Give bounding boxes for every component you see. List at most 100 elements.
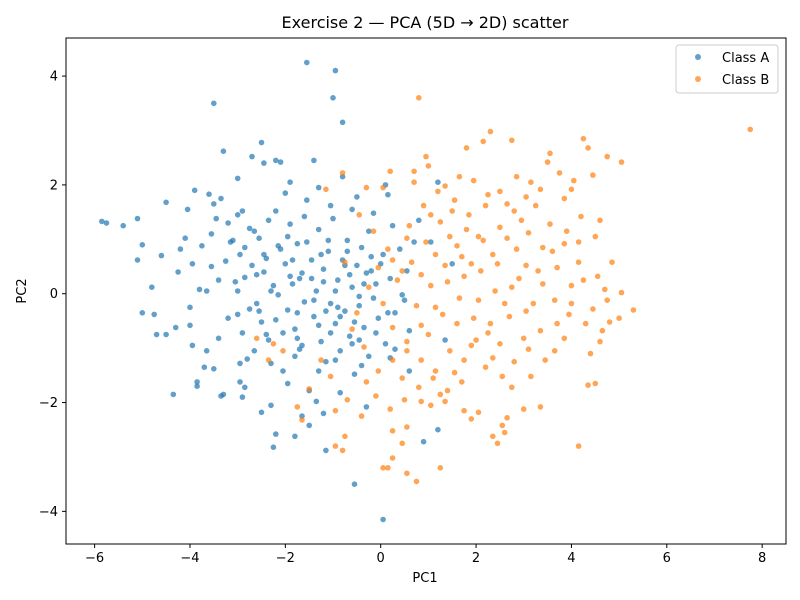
point-class-a <box>234 175 241 182</box>
point-class-b <box>399 268 406 274</box>
point-class-a <box>435 179 441 185</box>
point-class-a <box>363 270 370 276</box>
point-class-b <box>547 221 553 227</box>
point-class-a <box>289 257 296 263</box>
point-class-b <box>501 429 508 436</box>
point-class-b <box>413 478 420 485</box>
point-class-a <box>354 194 360 200</box>
legend: Class A Class B <box>675 44 779 94</box>
point-class-b <box>380 300 386 307</box>
point-class-b <box>299 417 305 423</box>
point-class-b <box>587 350 594 357</box>
point-class-a <box>392 310 398 316</box>
point-class-b <box>413 302 420 309</box>
point-class-a <box>320 279 327 285</box>
point-class-b <box>499 422 506 429</box>
point-class-b <box>466 212 472 218</box>
point-class-a <box>306 422 313 429</box>
point-class-b <box>437 219 444 225</box>
point-class-a <box>237 251 243 258</box>
point-class-b <box>537 186 544 193</box>
point-class-a <box>251 348 258 354</box>
point-class-a <box>327 202 334 209</box>
point-class-a <box>206 191 212 197</box>
point-class-b <box>487 320 494 327</box>
point-class-b <box>490 355 496 361</box>
point-class-a <box>356 293 363 300</box>
point-class-a <box>284 307 291 313</box>
point-class-b <box>375 264 382 271</box>
point-class-a <box>139 242 146 248</box>
point-class-a <box>208 263 215 270</box>
point-class-a <box>428 239 434 245</box>
point-class-a <box>299 342 305 349</box>
point-class-b <box>430 375 437 381</box>
point-class-a <box>380 251 386 258</box>
point-class-a <box>399 292 406 298</box>
point-class-a <box>442 337 448 343</box>
point-class-b <box>404 338 410 345</box>
point-class-b <box>470 315 477 322</box>
point-class-b <box>602 286 608 293</box>
point-class-a <box>263 331 270 338</box>
point-class-a <box>151 311 157 318</box>
point-class-b <box>342 259 348 266</box>
point-class-b <box>499 373 506 380</box>
point-class-a <box>211 366 217 372</box>
point-class-b <box>566 311 572 318</box>
point-class-b <box>599 327 606 334</box>
y-tick-label: −4 <box>39 505 58 520</box>
point-class-a <box>344 237 351 244</box>
x-tick-label: 2 <box>472 551 480 566</box>
point-class-b <box>470 177 477 184</box>
x-axis-label: PC1 <box>412 571 437 586</box>
point-class-a <box>182 235 188 241</box>
x-tick-label: 4 <box>567 551 575 566</box>
point-class-a <box>411 239 417 245</box>
point-class-a <box>234 288 241 294</box>
point-class-b <box>461 357 467 363</box>
point-class-a <box>239 208 246 214</box>
y-axis-label: PC2 <box>15 278 30 303</box>
point-class-b <box>590 306 596 312</box>
point-class-a <box>139 310 146 316</box>
point-class-a <box>315 226 322 233</box>
point-class-a <box>227 239 234 245</box>
point-class-a <box>213 215 219 222</box>
point-class-b <box>580 135 587 142</box>
point-class-a <box>256 308 262 314</box>
point-class-b <box>518 217 525 224</box>
point-class-b <box>344 397 351 403</box>
point-class-b <box>373 393 379 399</box>
point-class-a <box>287 221 293 227</box>
point-class-b <box>490 251 496 258</box>
point-class-a <box>270 282 277 289</box>
point-class-b <box>523 194 529 200</box>
point-class-a <box>406 368 413 374</box>
point-class-a <box>270 444 277 451</box>
point-class-b <box>542 357 548 363</box>
point-class-a <box>218 195 224 202</box>
point-class-a <box>315 322 322 329</box>
x-axis-ticks: −6 −4 −2 0 2 4 6 8 <box>85 544 766 566</box>
point-class-a <box>301 299 308 305</box>
x-tick-label: 6 <box>663 551 671 566</box>
point-class-a <box>246 306 253 312</box>
point-class-b <box>494 261 501 267</box>
point-class-a <box>356 337 363 343</box>
point-class-b <box>399 440 406 447</box>
point-class-a <box>242 274 248 281</box>
point-class-b <box>425 331 432 338</box>
point-class-b <box>418 322 425 329</box>
point-class-a <box>220 148 227 154</box>
point-class-a <box>349 284 355 291</box>
point-class-b <box>447 233 453 240</box>
point-class-a <box>311 313 317 320</box>
point-class-b <box>561 335 568 342</box>
point-class-a <box>239 330 246 336</box>
point-class-a <box>330 215 336 222</box>
point-class-b <box>480 237 487 244</box>
point-class-b <box>585 382 591 388</box>
point-class-b <box>618 289 625 296</box>
point-class-a <box>158 252 165 259</box>
